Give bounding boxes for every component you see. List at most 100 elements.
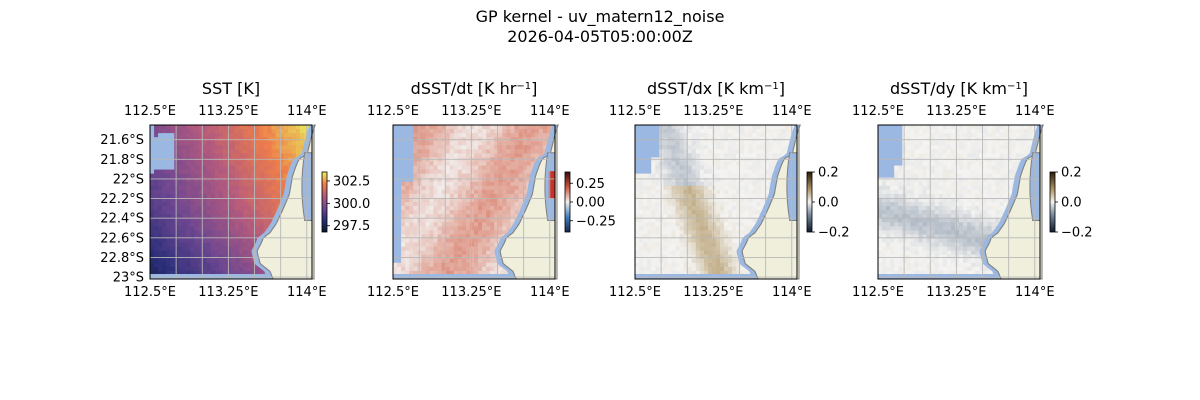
heatmap-cell [506,161,511,166]
heatmap-cell [776,145,782,150]
heatmap-cell [457,141,463,146]
heatmap-cell [643,133,648,138]
heatmap-cell [639,181,644,187]
heatmap-cell [170,169,175,175]
heatmap-cell [198,222,204,227]
heatmap-cell [655,193,660,199]
heatmap-cell [736,214,741,219]
heatmap-cell [198,165,204,170]
heatmap-cell [465,206,471,211]
panel-sst: SST [K] 112.5°E 113.25°E 114°E 112.5°E 113.… [100,79,370,300]
heatmap-cell [166,202,171,207]
heatmap-cell [393,234,398,239]
heatmap-cell [720,254,725,260]
heatmap-cell [643,250,648,256]
heatmap-cell [190,206,195,211]
heatmap-cell [465,234,471,239]
heatmap-cell [963,133,968,138]
heatmap-cell [154,193,159,199]
heatmap-cell [214,185,220,191]
heatmap-cell [243,254,248,260]
colorbar-gradient [321,171,328,233]
heatmap-cell [299,133,305,138]
heatmap-cell [478,270,483,276]
heatmap-cell [279,181,285,187]
heatmap-cell [405,202,410,207]
heatmap-cell [679,254,684,260]
heatmap-cell [198,153,204,158]
heatmap-cell [663,161,668,166]
heatmap-cell [393,266,398,272]
heatmap-cell [663,193,668,199]
heatmap-cell [474,242,479,247]
heatmap-cell [526,161,532,166]
heatmap-cell [421,197,426,203]
heatmap-cell [720,181,725,187]
heatmap-cell [210,222,216,227]
heatmap-cell [498,149,503,154]
heatmap-cell [457,270,463,276]
heatmap-cell [239,250,244,256]
heatmap-cell [651,177,656,183]
heatmap-cell [482,250,487,256]
heatmap-cell [190,149,195,154]
heatmap-cell [457,222,463,227]
heatmap-cell [518,193,523,199]
heatmap-cell [482,141,487,146]
heatmap-cell [651,197,656,203]
heatmap-cell [218,222,224,227]
heatmap-cell [437,258,442,264]
heatmap-cell [707,258,713,264]
heatmap-cell [679,169,684,175]
heatmap-cell [397,197,402,203]
heatmap-cell [465,169,471,175]
heatmap-cell [663,133,668,138]
heatmap-cell [429,153,434,158]
heatmap-cell [740,181,745,187]
heatmap-cell [526,165,532,170]
heatmap-cell [218,145,224,150]
heatmap-cell [393,189,398,195]
heatmap-cell [170,189,175,195]
heatmap-cell [198,258,204,264]
heatmap-cell [214,222,220,227]
heatmap-cell [251,189,256,195]
heatmap-cell [922,129,927,134]
heatmap-cell [186,153,191,158]
heatmap-cell [162,133,167,138]
heatmap-cell [667,149,672,154]
heatmap-cell [890,129,895,134]
colorbar-tick-label: 0.0 [818,196,839,211]
heatmap-cell [643,234,648,239]
heatmap-cell [445,173,451,179]
heatmap-cell [639,230,644,235]
heatmap-cell [465,129,471,134]
heatmap-cell [449,270,455,276]
heatmap-cell [421,125,426,130]
heatmap-cell [198,206,204,211]
heatmap-cell [226,189,232,195]
heatmap-cell [760,193,765,199]
heatmap-cell [716,133,721,138]
heatmap-cell [744,210,749,215]
heatmap-cell [235,230,240,235]
heatmap-cell [486,206,491,211]
heatmap-cell [255,141,260,146]
heatmap-cell [740,218,745,223]
heatmap-cell [655,181,660,187]
heatmap-cell [542,145,548,150]
heatmap-cell [271,181,276,187]
heatmap-cell [251,145,256,150]
heatmap-cell [683,125,689,130]
heatmap-cell [490,262,495,268]
heatmap-cell [724,210,729,215]
heatmap-cell [154,258,159,264]
heatmap-cell [457,210,463,215]
heatmap-cell [445,153,451,158]
heatmap-cell [218,193,224,199]
heatmap-cell [154,254,159,260]
heatmap-cell [162,153,167,158]
heatmap-cell [703,218,709,223]
heatmap-cell [162,206,167,211]
heatmap-cell [716,238,721,243]
